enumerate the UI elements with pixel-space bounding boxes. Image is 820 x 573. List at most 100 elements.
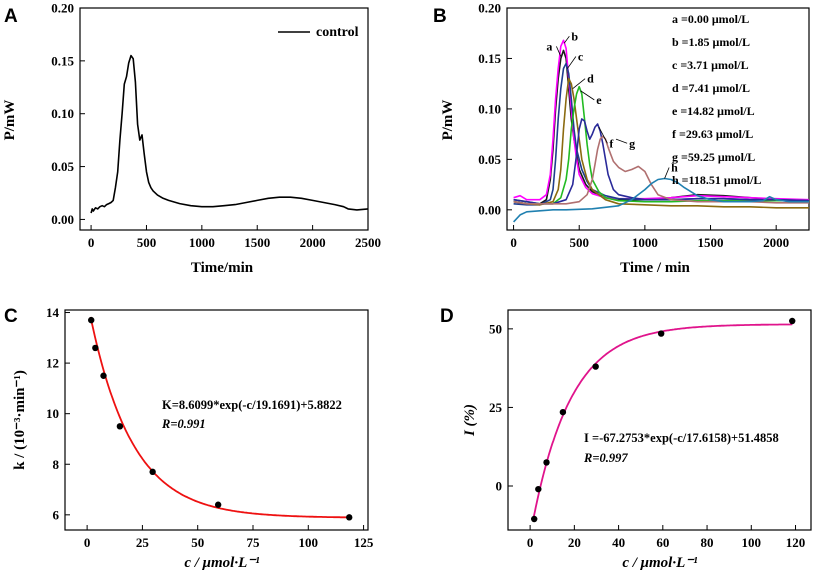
panel-a-ytick-label: 0.20: [51, 1, 74, 16]
panel-a: A 0 500 1000 1500 2000 2500 0.00 0.05 0.10 0.15 0.…: [2, 1, 381, 277]
panel-d-xtick-label: 40: [612, 535, 625, 550]
panel-c-xtick-label: 75: [246, 535, 260, 550]
panel-b-series: [513, 39, 810, 223]
legend-entry-d: d =7.41 μmol/L: [672, 81, 750, 95]
legend-entry-c: c =3.71 μmol/L: [672, 58, 749, 72]
panel-d-xtick-label: 120: [786, 535, 806, 550]
panel-b-label-pointer: [580, 90, 595, 101]
panel-d-ylabel: I (%): [462, 404, 478, 437]
panel-b-xtick-label: 0: [510, 235, 517, 250]
panel-a-ytick-label: 0.10: [51, 106, 74, 121]
panel-b-curve-label-d: d: [587, 72, 594, 86]
panel-d-data-point: [592, 363, 599, 370]
panel-d-frame: [507, 309, 812, 531]
panel-c-xlabel: c / μmol·L⁻¹: [184, 555, 259, 571]
panel-c-fit-curve: [89, 316, 350, 519]
panel-c-letter: C: [4, 306, 18, 327]
panel-a-ticks: 0 500 1000 1500 2000 2500 0.00 0.05 0.10 0.15 0.20: [51, 1, 381, 251]
panel-b-curve-label-e: e: [596, 93, 602, 107]
panel-a-xtick-label: 2000: [300, 235, 326, 250]
panel-c-fit: [89, 316, 350, 519]
panel-b-label-pointer: [615, 138, 628, 144]
panel-c-xtick-label: 50: [191, 535, 204, 550]
panel-a-frame: [79, 7, 369, 231]
panel-d-xtick-label: 100: [742, 535, 762, 550]
panel-d-data-point: [531, 515, 538, 523]
panel-b-ytick-label: 0.05: [478, 152, 501, 167]
panel-a-xtick-label: 2500: [355, 235, 381, 250]
panel-c-ytick-label: 10: [46, 406, 59, 421]
panel-b-xtick-label: 1000: [632, 235, 658, 250]
panel-b-ytick-label: 0.10: [478, 101, 501, 116]
panel-d-ytick-label: 25: [489, 400, 503, 415]
panel-d-ytick-label: 0: [496, 479, 503, 494]
legend-entry-f: f =29.63 μmol/L: [672, 127, 753, 141]
panel-b: B 0 500 1000 1500 2000 0.00 0.05 0.10 0.15 0.20 a…: [433, 1, 810, 276]
panel-a-series-line-0: [90, 54, 369, 214]
panel-c-ticks: 0 25 50 75 100 125 6 8 10 12 14: [46, 305, 374, 550]
panel-b-series-line-h: [513, 177, 809, 223]
panel-d-data-point: [535, 485, 542, 493]
panel-b-curve-label-b: b: [571, 29, 578, 43]
panel-b-xtick-label: 1500: [698, 235, 724, 250]
panel-d-letter: D: [440, 306, 454, 327]
panel-d-data-point: [543, 459, 550, 466]
panel-b-xtick-label: 500: [569, 235, 589, 250]
panel-c: C 0 25 50 75 100 125 6 8 10 12 14 K=8.6099*exp(-c/…: [4, 305, 374, 571]
panel-d-fit-curve: [532, 323, 793, 518]
panel-d-data-point: [559, 408, 567, 416]
panel-b-xlabel: Time / min: [620, 260, 690, 276]
legend-entry-b: b =1.85 μmol/L: [672, 35, 750, 49]
panel-c-fit-equation: K=8.6099*exp(-c/19.1691)+5.8822: [162, 398, 342, 412]
panel-c-frame: [64, 309, 369, 531]
panel-b-ytick-label: 0.15: [478, 51, 501, 66]
panel-a-ytick-label: 0.05: [51, 159, 74, 174]
panel-c-ylabel: k / (10⁻³·min⁻¹): [12, 370, 28, 470]
panel-b-ylabel: P/mW: [440, 100, 456, 141]
panel-c-ytick-label: 14: [46, 305, 60, 320]
panel-b-curve-label-c: c: [578, 49, 584, 63]
panel-c-ytick-label: 8: [53, 457, 60, 472]
panel-c-ytick-label: 12: [46, 356, 59, 371]
panel-c-xtick-label: 25: [136, 535, 150, 550]
panel-c-data-point: [214, 501, 222, 508]
panel-b-series-line-g: [513, 135, 809, 205]
panel-b-series-line-f: [513, 118, 810, 205]
panel-d-data-point: [657, 330, 665, 337]
panel-b-label-pointer: [664, 167, 670, 179]
panel-a-xtick-label: 1000: [189, 235, 215, 250]
panel-c-data-point: [116, 423, 124, 430]
panel-c-data-point: [149, 468, 156, 476]
panel-d-xtick-label: 60: [656, 535, 669, 550]
panel-c-xtick-label: 0: [84, 535, 91, 550]
panel-b-frame: [506, 7, 810, 231]
legend-entry-a: a =0.00 μmol/L: [672, 12, 749, 26]
panel-d-fit: [532, 323, 793, 518]
panel-d-xtick-label: 80: [701, 535, 714, 550]
panel-b-curve-label-h: h: [671, 160, 678, 174]
panel-a-legend-label: control: [316, 25, 359, 40]
panel-b-series-line-d: [513, 77, 809, 209]
panel-c-data-point: [92, 344, 99, 352]
panel-d-ytick-label: 50: [489, 321, 502, 336]
panel-b-curve-label-g: g: [629, 136, 635, 150]
panel-d-ticks: 0 20 40 60 80 100 120 0 25 50: [489, 321, 805, 550]
panel-d-fit-equation: I =-67.2753*exp(-c/17.6158)+51.4858: [584, 431, 779, 445]
panel-a-ytick-label: 0.15: [51, 53, 74, 68]
panel-c-data-point: [346, 514, 353, 521]
panel-b-letter: B: [433, 6, 447, 27]
panel-d-r-value: R=0.997: [583, 451, 628, 465]
panel-c-ytick-label: 6: [53, 507, 60, 522]
panel-c-points: [88, 316, 353, 521]
panel-c-xtick-label: 100: [299, 535, 319, 550]
panel-b-ytick-label: 0.20: [478, 1, 501, 16]
panel-a-xtick-label: 0: [88, 235, 95, 250]
panel-b-ytick-label: 0.00: [478, 202, 501, 217]
panel-a-ytick-label: 0.00: [51, 212, 74, 227]
panel-b-label-pointer: [567, 56, 577, 69]
panel-a-letter: A: [4, 6, 18, 27]
panel-c-data-point: [88, 316, 95, 324]
panel-a-series: [90, 54, 369, 214]
